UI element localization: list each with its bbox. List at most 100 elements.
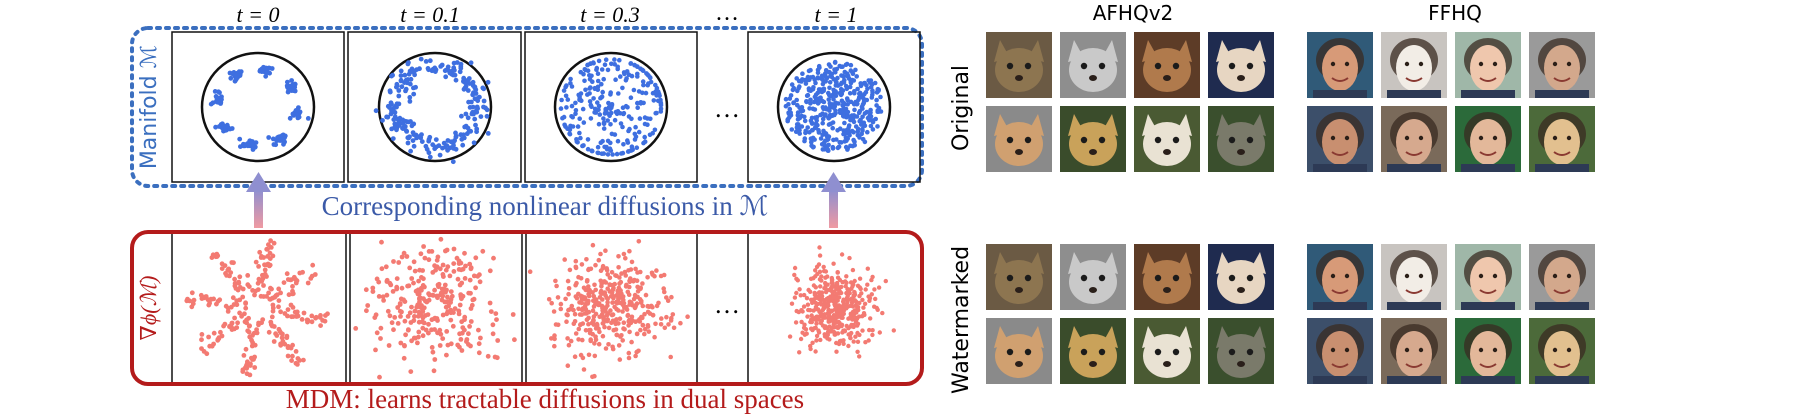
sample-image-bearded-man	[1307, 318, 1373, 384]
manifold-point	[440, 145, 445, 151]
manifold-point	[282, 135, 287, 141]
manifold-point	[388, 111, 394, 117]
dual-point	[318, 313, 323, 318]
dual-point	[379, 266, 385, 272]
dual-point	[567, 267, 573, 273]
dual-point	[444, 311, 450, 317]
dual-point	[558, 301, 564, 307]
manifold-point	[461, 86, 467, 92]
manifold-point	[460, 142, 466, 148]
dual-point	[566, 286, 572, 291]
dual-point	[243, 301, 249, 306]
manifold-point	[600, 138, 605, 144]
manifold-point	[608, 122, 613, 127]
dual-point	[419, 287, 424, 293]
manifold-point	[259, 69, 265, 74]
manifold-point	[828, 121, 834, 127]
manifold-point	[874, 97, 879, 103]
manifold-point	[874, 103, 879, 108]
dual-point	[853, 334, 858, 339]
dual-point	[491, 255, 496, 261]
dual-point	[397, 301, 403, 306]
dual-point	[616, 321, 621, 326]
dual-point	[814, 306, 819, 312]
manifold-point	[847, 91, 853, 96]
manifold-point	[821, 106, 826, 112]
dual-point	[421, 244, 426, 249]
dual-point	[462, 250, 467, 256]
manifold-point	[237, 73, 243, 78]
manifold-ellipse-2	[553, 51, 669, 163]
manifold-point	[402, 124, 408, 129]
dual-point	[416, 313, 421, 319]
dual-point	[606, 342, 611, 347]
dual-point	[573, 265, 579, 271]
manifold-point	[857, 90, 863, 96]
dual-point	[591, 294, 597, 299]
dual-point	[284, 271, 290, 277]
dual-point	[809, 297, 814, 302]
manifold-point	[457, 69, 463, 75]
dual-point	[640, 303, 646, 309]
dual-point	[234, 298, 240, 304]
dual-point	[608, 294, 614, 299]
manifold-point	[810, 106, 816, 112]
dual-ellipsis: …	[714, 290, 740, 319]
manifold-point	[373, 108, 379, 114]
manifold-point	[589, 148, 595, 154]
dual-point	[629, 259, 635, 265]
manifold-point	[432, 146, 438, 152]
dual-point	[590, 290, 595, 295]
manifold-point	[594, 65, 600, 71]
manifold-point	[282, 139, 287, 145]
manifold-point	[411, 91, 417, 97]
sample-image-orange-cat	[1134, 32, 1200, 98]
manifold-point	[835, 75, 840, 81]
manifold-point	[791, 85, 797, 91]
dual-point	[279, 335, 285, 341]
manifold-point	[865, 129, 870, 135]
dual-point	[610, 312, 616, 317]
dual-point	[407, 310, 413, 316]
dual-point	[416, 278, 421, 284]
dual-point	[309, 319, 315, 325]
manifold-point	[472, 116, 478, 122]
dual-point	[821, 305, 826, 311]
dual-point	[250, 357, 255, 362]
manifold-point	[473, 122, 478, 128]
dual-point	[816, 330, 822, 335]
dual-point	[462, 276, 468, 281]
manifold-point	[465, 115, 471, 121]
dual-point	[234, 302, 240, 308]
dual-point	[792, 295, 798, 300]
dual-point	[880, 310, 885, 316]
dual-point	[395, 321, 401, 326]
manifold-point	[588, 85, 593, 90]
dual-point	[425, 312, 431, 317]
manifold-point	[847, 114, 853, 119]
manifold-point	[578, 69, 584, 75]
manifold-point	[836, 144, 842, 150]
dual-point	[646, 304, 652, 310]
manifold-point	[874, 90, 880, 95]
dual-point	[299, 317, 305, 322]
dual-point	[615, 291, 620, 297]
dual-point	[853, 303, 859, 308]
manifold-point	[285, 79, 290, 85]
manifold-point	[478, 114, 484, 119]
manifold-point	[469, 99, 474, 105]
dual-point	[271, 324, 277, 329]
manifold-point	[648, 79, 654, 85]
manifold-point	[570, 124, 576, 129]
dual-point	[271, 240, 277, 246]
manifold-point	[567, 127, 573, 132]
dual-point	[891, 328, 896, 333]
dual-point	[207, 300, 213, 306]
dual-point	[841, 341, 846, 346]
manifold-point	[470, 104, 476, 110]
manifold-point	[815, 101, 821, 106]
manifold-point	[645, 122, 650, 127]
dual-point	[232, 276, 238, 282]
manifold-point	[232, 78, 238, 84]
dual-point	[398, 340, 404, 346]
